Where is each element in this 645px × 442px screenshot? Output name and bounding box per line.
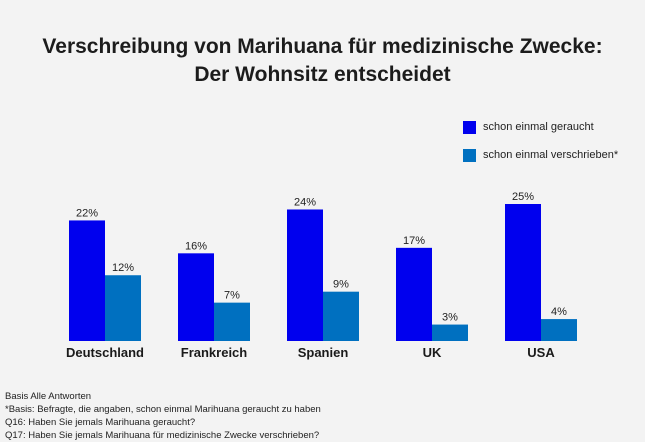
data-label: 17% bbox=[403, 235, 425, 247]
legend-swatch-geraucht bbox=[463, 120, 476, 134]
chart-title-line-2: Der Wohnsitz entscheidet bbox=[194, 63, 451, 86]
bar bbox=[69, 220, 105, 341]
data-label: 25% bbox=[512, 191, 534, 203]
data-label: 16% bbox=[185, 240, 207, 252]
footnote-q17: Q17: Haben Sie jemals Marihuana für medi… bbox=[5, 430, 320, 441]
bar bbox=[105, 275, 141, 341]
bar bbox=[541, 319, 577, 341]
bar bbox=[323, 291, 359, 341]
data-label: 7% bbox=[224, 290, 240, 302]
bar bbox=[178, 253, 214, 341]
data-label: 4% bbox=[551, 306, 567, 318]
data-label: 9% bbox=[333, 279, 349, 291]
legend-label-verschrieben: schon einmal verschrieben* bbox=[483, 149, 619, 161]
data-label: 12% bbox=[112, 262, 134, 274]
bar bbox=[505, 204, 541, 341]
legend-label-geraucht: schon einmal geraucht bbox=[483, 121, 594, 133]
chart-legend: schon einmal geraucht schon einmal versc… bbox=[463, 119, 618, 175]
data-label: 24% bbox=[294, 196, 316, 208]
bar bbox=[287, 209, 323, 341]
legend-swatch-verschrieben bbox=[463, 148, 476, 162]
legend-item-verschrieben: schon einmal verschrieben* bbox=[463, 147, 618, 163]
legend-item-geraucht: schon einmal geraucht bbox=[463, 119, 618, 135]
footnote-q16: Q16: Haben Sie jemals Marihuana geraucht… bbox=[5, 417, 196, 428]
bar bbox=[432, 324, 468, 341]
bar bbox=[396, 247, 432, 341]
footnotes: Basis Alle Antworten *Basis: Befragte, d… bbox=[5, 390, 321, 442]
category-label: Frankreich bbox=[181, 345, 248, 360]
category-label: Deutschland bbox=[66, 345, 144, 360]
category-label: USA bbox=[527, 345, 555, 360]
data-label: 3% bbox=[442, 312, 458, 324]
chart-title-line-1: Verschreibung von Marihuana für medizini… bbox=[42, 35, 603, 58]
footnote-basis-detail: *Basis: Befragte, die angaben, schon ein… bbox=[5, 404, 321, 415]
bar bbox=[214, 302, 250, 341]
data-label: 22% bbox=[76, 207, 98, 219]
category-label: UK bbox=[423, 345, 442, 360]
chart-title: Verschreibung von Marihuana für medizini… bbox=[0, 33, 645, 89]
footnote-basis: Basis Alle Antworten bbox=[5, 391, 92, 402]
category-label: Spanien bbox=[298, 345, 349, 360]
